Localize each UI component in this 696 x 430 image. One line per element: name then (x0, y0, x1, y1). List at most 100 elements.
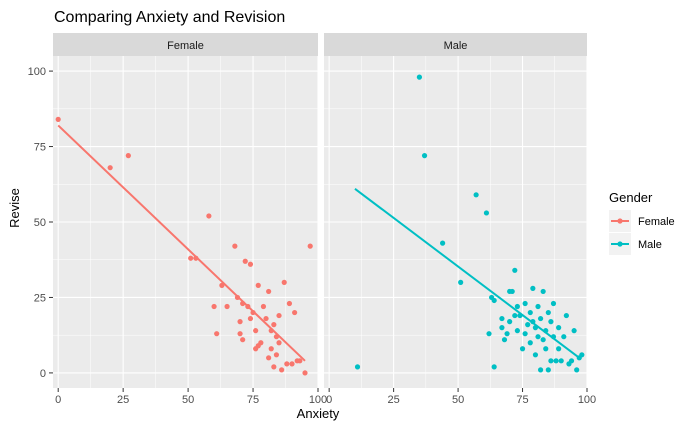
data-point-male (558, 358, 564, 364)
data-point-male (535, 303, 541, 310)
legend-entry-male: Male (609, 233, 662, 255)
x-tick-label: 25 (117, 394, 129, 406)
data-point-female (188, 255, 194, 261)
data-point-female (237, 319, 243, 325)
data-point-female (247, 315, 254, 322)
data-point-male (535, 334, 541, 340)
data-point-male (486, 331, 492, 337)
data-point-female (289, 361, 295, 367)
x-tick-label: 100 (309, 394, 327, 406)
data-point-male (537, 315, 544, 322)
x-axis-title: Anxiety (297, 406, 340, 421)
y-tick-label: 75 (34, 142, 46, 154)
data-point-male (561, 334, 567, 340)
data-point-female (271, 364, 277, 370)
data-point-female (302, 370, 308, 376)
data-point-male (519, 346, 526, 352)
data-point-male (458, 279, 464, 285)
x-tick-label: 25 (387, 394, 399, 406)
facet-strip-female (53, 33, 318, 56)
panel-male: Male (324, 33, 588, 388)
data-point-female (55, 116, 61, 122)
legend-entry-female: Female (609, 210, 675, 232)
data-point-male (545, 367, 551, 373)
y-tick-label: 0 (40, 368, 46, 380)
data-point-male (563, 312, 569, 319)
data-point-male (579, 352, 585, 358)
data-point-female (281, 279, 287, 285)
data-point-female (292, 309, 298, 316)
data-point-female (286, 300, 293, 307)
data-point-female (266, 288, 272, 295)
data-point-male (545, 309, 551, 316)
data-point-male (548, 358, 554, 364)
data-point-male (537, 367, 544, 373)
data-point-female (276, 340, 282, 346)
data-point-male (491, 364, 497, 370)
data-point-male (543, 346, 549, 352)
data-point-male (556, 325, 562, 331)
data-point-male (507, 319, 513, 325)
x-tick-label: 100 (578, 394, 596, 406)
chart-title: Comparing Anxiety and Revision (54, 9, 285, 26)
data-point-male (512, 312, 518, 319)
data-point-female (211, 303, 217, 310)
data-point-female (232, 243, 238, 249)
data-point-female (263, 315, 269, 322)
facet-strip-male (324, 33, 587, 56)
x-tick-label: 0 (326, 394, 332, 406)
data-point-male (571, 328, 577, 334)
data-point-female (206, 213, 212, 219)
data-point-female (297, 358, 303, 364)
data-point-female (255, 282, 261, 288)
data-point-female (240, 337, 246, 343)
data-point-male (501, 337, 508, 343)
data-point-male (522, 300, 528, 307)
data-point-male (522, 331, 528, 337)
data-point-male (556, 346, 562, 352)
data-point-male (416, 74, 423, 80)
y-tick-label: 100 (28, 66, 46, 78)
data-point-male (491, 297, 497, 304)
data-point-male (514, 303, 520, 310)
data-point-female (237, 331, 243, 337)
data-point-male (499, 325, 505, 331)
data-point-female (247, 261, 254, 267)
y-tick-label: 50 (34, 217, 46, 229)
data-point-male (354, 364, 361, 370)
data-point-male (540, 337, 546, 343)
data-point-female (214, 331, 220, 337)
data-point-male (473, 192, 479, 198)
y-axis: 0 25 50 75 100 (28, 66, 53, 380)
data-point-female (271, 322, 277, 328)
data-point-male (421, 153, 428, 159)
legend-label-male: Male (638, 239, 662, 251)
data-point-female (260, 303, 267, 310)
data-point-male (532, 352, 539, 358)
data-point-female (125, 153, 131, 159)
data-point-female (107, 165, 113, 171)
panel-female: Female (53, 33, 319, 388)
legend-title: Gender (609, 190, 653, 205)
data-point-male (440, 240, 446, 246)
x-tick-label: 75 (516, 394, 528, 406)
data-point-female (273, 352, 280, 358)
data-point-male (548, 319, 554, 325)
facet-label-male: Male (444, 40, 468, 52)
data-point-male (568, 358, 575, 364)
data-point-male (499, 315, 505, 322)
data-point-male (550, 300, 557, 307)
x-tick-label: 75 (247, 394, 259, 406)
data-point-female (266, 355, 272, 361)
x-tick-label: 50 (452, 394, 464, 406)
legend-point-female (617, 218, 623, 224)
legend: Gender Female Male (609, 190, 675, 255)
data-point-female (258, 340, 264, 346)
x-tick-label: 0 (55, 394, 61, 406)
y-tick-label: 25 (34, 292, 46, 304)
data-point-female (268, 346, 274, 352)
data-point-male (530, 285, 536, 291)
data-point-male (514, 328, 520, 334)
